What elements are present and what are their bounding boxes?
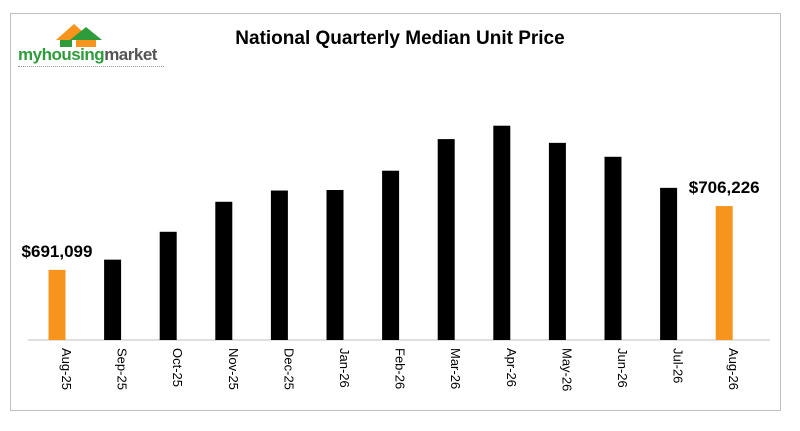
bar-oct-25	[159, 231, 177, 340]
data-label: $691,099	[22, 242, 93, 261]
x-tick-label: Jan-26	[337, 348, 352, 388]
x-tick-label: Oct-25	[170, 348, 185, 387]
x-tick-label: Aug-25	[59, 348, 74, 390]
x-tick-label: Jul-26	[671, 348, 686, 383]
bar-jul-26	[660, 187, 678, 340]
data-label: $706,226	[689, 178, 760, 197]
bar-apr-26	[493, 125, 511, 340]
brand-logo: myhousingmarket	[16, 18, 166, 74]
x-tick-label: Mar-26	[448, 348, 463, 389]
bar-sep-25	[104, 259, 122, 340]
x-tick-label: Nov-25	[226, 348, 241, 390]
logo-tagline	[18, 66, 164, 70]
bar-dec-25	[270, 190, 288, 340]
logo-wordmark: myhousingmarket	[18, 45, 157, 64]
x-tick-label: Aug-26	[726, 348, 741, 390]
bar-nov-25	[215, 201, 233, 340]
chart-title: National Quarterly Median Unit Price	[235, 28, 565, 49]
house-logo-icon	[56, 24, 102, 47]
x-tick-label: May-26	[559, 348, 574, 391]
bar-aug-25	[48, 269, 66, 340]
bar-jan-26	[326, 190, 344, 340]
bar-feb-26	[382, 170, 400, 340]
x-tick-label: Apr-26	[504, 348, 519, 387]
x-tick-label: Jun-26	[615, 348, 630, 388]
bar-may-26	[548, 142, 566, 340]
x-tick-label: Feb-26	[393, 348, 408, 389]
bar-aug-26	[715, 206, 733, 340]
bar-mar-26	[437, 139, 455, 340]
x-tick-label: Dec-25	[281, 348, 296, 390]
x-tick-label: Sep-25	[115, 348, 130, 390]
bar-jun-26	[604, 156, 622, 340]
